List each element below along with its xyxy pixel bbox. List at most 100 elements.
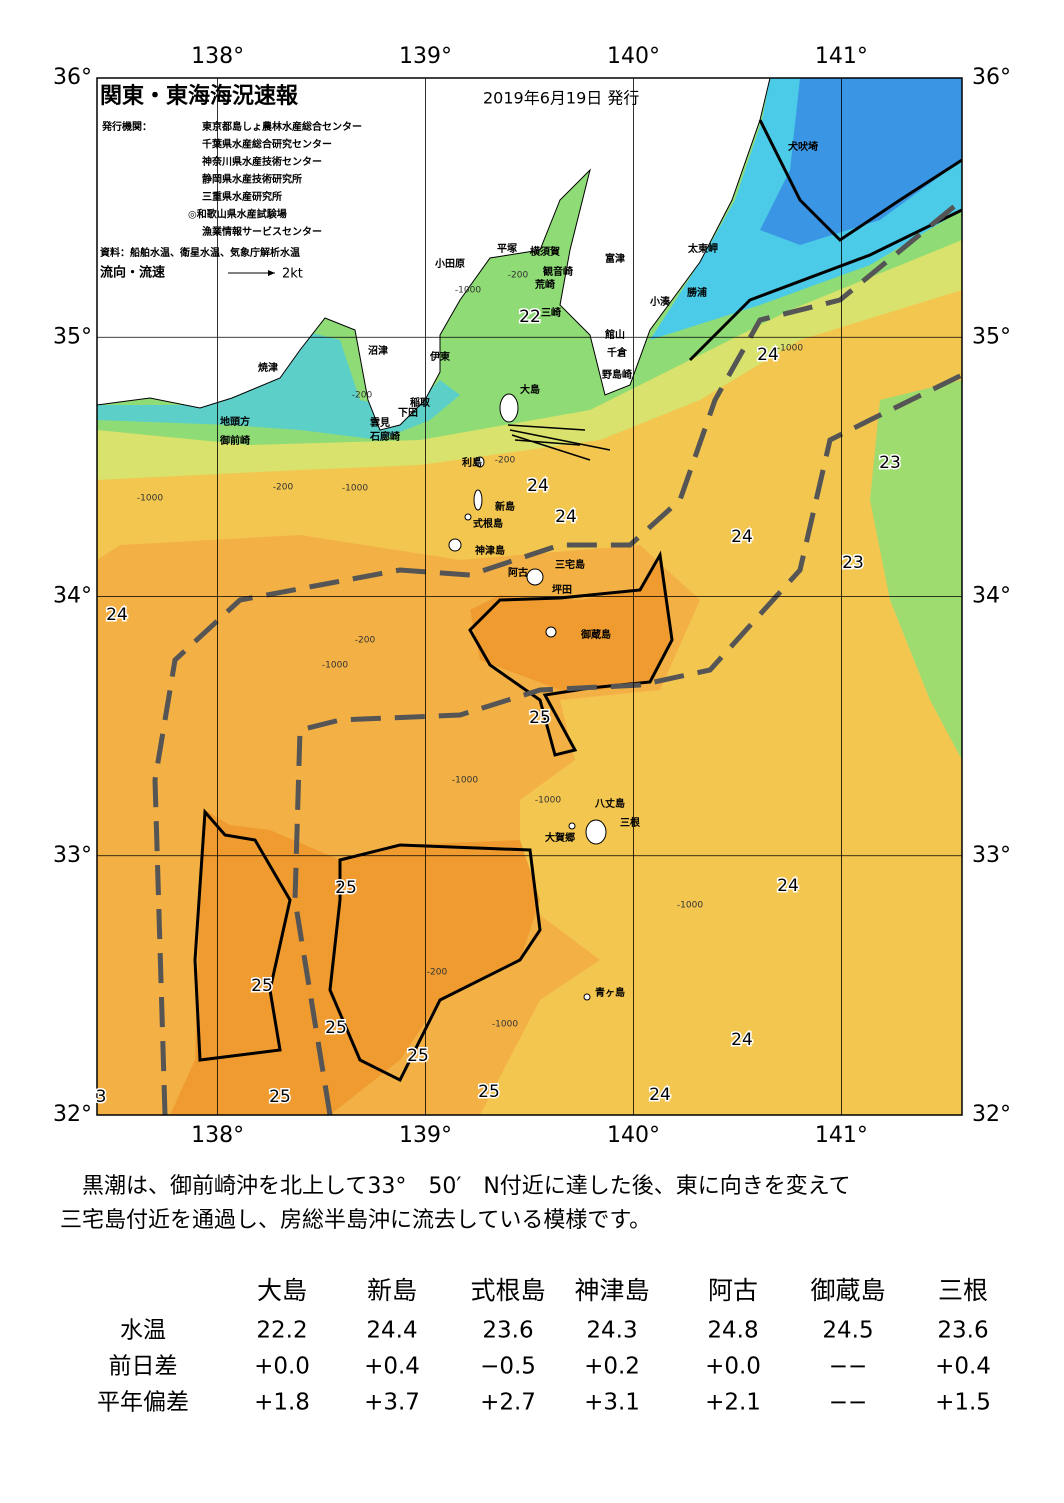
depth-label: -1000 (322, 661, 348, 671)
table-cell: +0.2 (584, 1354, 640, 1380)
legend-speed: 2kt (282, 267, 303, 282)
table-cell: 22.2 (256, 1318, 307, 1344)
temperature-label: 24 (527, 476, 549, 496)
date: 2019年6月19日 発行 (483, 89, 639, 108)
place-label: 地頭方 (220, 415, 250, 428)
depth-label: -1000 (455, 286, 481, 296)
table-cell: −− (829, 1390, 868, 1416)
place-label: 館山 (604, 328, 625, 341)
depth-label: -1000 (492, 1020, 518, 1030)
temperature-label: 25 (251, 976, 273, 996)
place-label: 観音崎 (543, 265, 573, 278)
zone-cyan-west (97, 330, 460, 440)
x-tick-label: 139° (399, 44, 452, 69)
depth-label: -200 (427, 968, 448, 978)
description: 黒潮は、御前崎沖を北上して33° 50′ N付近に達した後、東に向きを変えて (60, 1174, 851, 1199)
table-cell: −0.5 (480, 1354, 536, 1380)
place-label: 三宅島 (555, 558, 585, 571)
place-label: 横須賀 (530, 245, 560, 258)
table-cell: +1.8 (254, 1390, 310, 1416)
temperature-label: 25 (478, 1082, 500, 1102)
place-label: 神津島 (475, 544, 505, 557)
kuroshio-axis (152, 198, 962, 1115)
place-label: 平塚 (497, 242, 517, 255)
table-cell: +0.4 (364, 1354, 420, 1380)
temperature-label: 24 (757, 345, 779, 365)
table-cell: 24.3 (586, 1318, 637, 1344)
temperature-label: 24 (649, 1085, 671, 1105)
depth-label: -1000 (777, 344, 803, 354)
place-label: 野島崎 (602, 368, 632, 381)
temperature-label: 24 (777, 876, 799, 896)
temperature-label: 24 (731, 1030, 753, 1050)
description: 三宅島付近を通過し、房総半島沖に流去している模様です。 (60, 1208, 651, 1233)
x-tick-label: 139° (399, 1123, 452, 1148)
issuer: 千葉県水産総合研究センター (202, 138, 332, 151)
y-tick-label: 34° (53, 584, 92, 609)
map-area (97, 78, 962, 1115)
y-tick-label: 35° (53, 324, 92, 349)
depth-label: -1000 (342, 484, 368, 494)
place-label: 焼津 (258, 361, 278, 374)
map-frame (96, 77, 963, 1116)
place-label: 雲見 (370, 417, 390, 429)
legend-label: 流向・流速 (100, 265, 165, 281)
temperature-label: 22 (519, 307, 541, 327)
temperature-label: 24 (106, 605, 128, 625)
place-label: 下田 (398, 407, 418, 419)
depth-label: -200 (355, 636, 376, 646)
depth-label: -200 (495, 456, 516, 466)
place-label: 稲取 (410, 396, 431, 409)
zone-darkorange-2 (170, 810, 540, 1115)
y-tick-label: 32° (972, 1102, 1011, 1127)
table-cell: +1.5 (935, 1390, 991, 1416)
table-cell: +0.4 (935, 1354, 991, 1380)
table-cell: +0.0 (705, 1354, 761, 1380)
depth-label: -200 (352, 391, 373, 401)
y-tick-label: 36° (972, 65, 1011, 90)
table-header: 御蔵島 (810, 1276, 885, 1305)
table-header: 神津島 (574, 1276, 649, 1305)
place-label: 千倉 (607, 346, 628, 359)
place-label: 沼津 (368, 344, 388, 357)
place-label: 大島 (520, 383, 540, 396)
temperature-label: 3 (96, 1087, 107, 1107)
place-label: 大賀郷 (545, 831, 575, 844)
place-label: 伊東 (429, 350, 450, 363)
place-label: 荒崎 (534, 278, 555, 291)
table-header: 大島 (257, 1276, 307, 1305)
depth-label: -1000 (452, 776, 478, 786)
place-label: 勝浦 (687, 286, 707, 299)
legend-arrowhead (268, 270, 275, 276)
temperature-label: 24 (555, 507, 577, 527)
place-label: 御蔵島 (580, 628, 611, 641)
y-tick-label: 33° (53, 843, 92, 868)
place-label: 阿古 (508, 566, 528, 579)
place-label: 青ヶ島 (595, 986, 625, 999)
x-tick-label: 138° (191, 44, 244, 69)
place-label: 石廊崎 (369, 430, 400, 443)
place-label: 富津 (605, 252, 625, 265)
table-cell: +3.7 (364, 1390, 420, 1416)
issuer: 神奈川県水産技術センター (202, 155, 322, 168)
temperature-label: 25 (325, 1018, 347, 1038)
temperature-label: 25 (407, 1046, 429, 1066)
place-label: 坪田 (552, 583, 572, 596)
place-label: 犬吠埼 (788, 140, 818, 153)
place-label: 小湊 (649, 295, 671, 308)
x-tick-label: 140° (607, 1123, 660, 1148)
table-cell: +0.0 (254, 1354, 310, 1380)
table-cell: +2.1 (705, 1390, 761, 1416)
temperature-label: 24 (731, 527, 753, 547)
temperature-label: 23 (842, 553, 864, 573)
place-label: 太東岬 (687, 242, 718, 255)
table-header: 新島 (367, 1276, 417, 1305)
sources: 資料：船舶水温、衛星水温、気象庁解析水温 (100, 246, 300, 259)
title: 関東・東海海況速報 (100, 83, 299, 109)
place-label: 式根島 (473, 517, 503, 530)
issuer-label: 発行機関： (101, 120, 152, 133)
islands (448, 393, 607, 1001)
table-header: 式根島 (470, 1276, 545, 1305)
table-header: 阿古 (708, 1276, 758, 1305)
current-arrows (507, 424, 611, 461)
